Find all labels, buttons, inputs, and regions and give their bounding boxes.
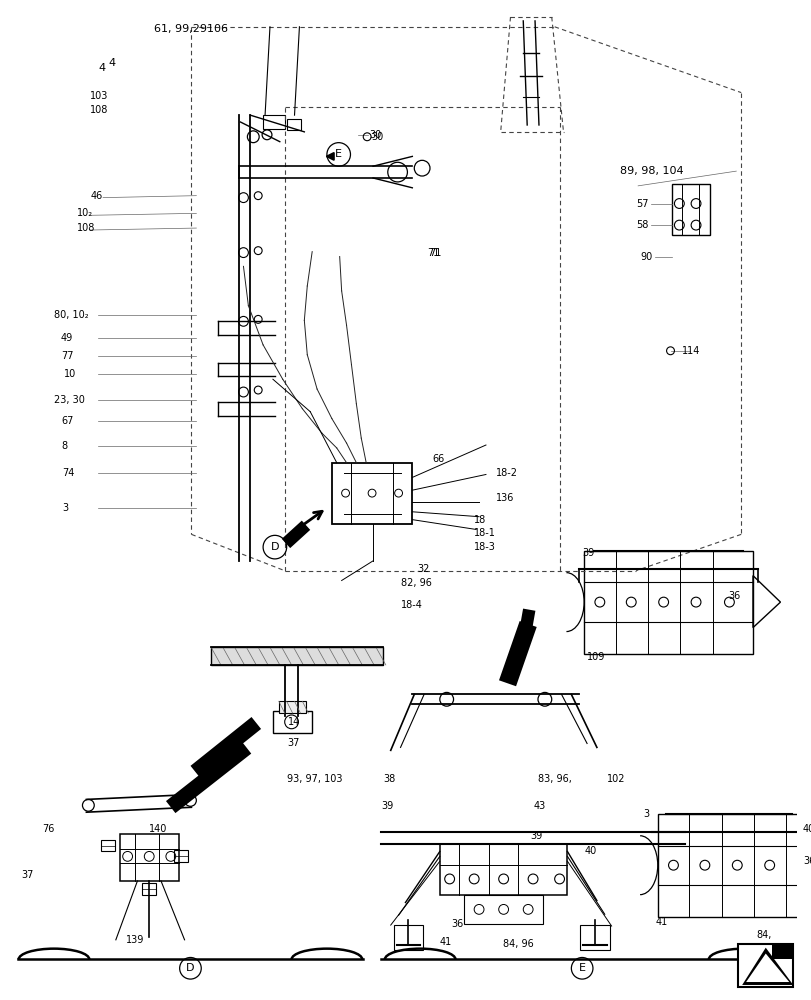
Text: 32: 32 [417,564,429,574]
Text: 10: 10 [64,369,76,379]
Text: 18-3: 18-3 [474,542,496,552]
Text: 3: 3 [642,809,648,819]
Text: 39: 39 [530,831,542,841]
Text: 66: 66 [431,454,444,464]
Text: 80, 10₂: 80, 10₂ [54,310,88,320]
Text: 46: 46 [90,191,102,201]
Text: 108: 108 [90,105,109,115]
Text: 49: 49 [61,333,73,343]
Text: 84, 96: 84, 96 [502,939,533,949]
Text: 83, 96,: 83, 96, [538,774,571,784]
Bar [142,883,156,895]
Text: 71: 71 [427,248,439,258]
Text: 18: 18 [474,515,486,525]
Text: 136: 136 [496,493,513,503]
Text: 109: 109 [586,652,605,662]
Text: D: D [186,963,195,973]
Bar [583,551,752,654]
Bar [211,647,383,665]
Bar [120,834,178,881]
Text: 67: 67 [62,416,74,426]
Text: 84,: 84, [755,930,770,940]
Bar [332,463,412,524]
Text: 36: 36 [727,591,740,601]
Text: 61, 99,29106: 61, 99,29106 [154,24,228,34]
Text: 90: 90 [639,252,651,262]
Text: 8: 8 [62,441,68,451]
Bar [770,944,792,959]
Bar [657,814,799,917]
Text: 18-2: 18-2 [496,468,517,478]
Text: BS04: BS04 [742,974,766,983]
Text: 71: 71 [428,248,441,258]
Text: 40: 40 [802,824,811,834]
Text: 36: 36 [451,919,463,929]
Text: 103: 103 [90,91,109,101]
Text: E: E [578,963,585,973]
Text: 30: 30 [371,132,383,142]
Text: 93, 97, 103: 93, 97, 103 [286,774,341,784]
Text: 30: 30 [369,130,381,140]
Text: 18-1: 18-1 [474,528,496,538]
Text: 77: 77 [61,351,73,361]
Text: 3: 3 [62,503,68,513]
Text: 57: 57 [635,199,648,209]
Bar [101,840,114,851]
Text: 4: 4 [98,63,105,73]
Text: 23, 30: 23, 30 [54,395,85,405]
Bar [580,925,609,950]
Text: 76: 76 [42,824,54,834]
Bar [263,115,285,129]
Text: E: E [335,149,341,159]
Text: 41: 41 [440,937,452,947]
Text: 37: 37 [22,870,34,880]
Text: 39: 39 [581,548,594,558]
Text: 89, 98, 104: 89, 98, 104 [620,166,683,176]
Text: D: D [270,542,279,552]
Text: 38: 38 [383,774,395,784]
Polygon shape [741,948,792,985]
Text: 18-4: 18-4 [400,600,422,610]
Text: 58: 58 [635,220,648,230]
Text: 43: 43 [532,801,545,811]
Polygon shape [745,954,788,982]
Bar [393,925,423,950]
Text: 41: 41 [655,917,667,927]
Text: 139: 139 [126,935,144,945]
Text: 82, 96: 82, 96 [400,578,431,588]
Bar [174,850,187,862]
Text: 39: 39 [380,801,393,811]
Text: 14: 14 [287,717,299,727]
Text: 40: 40 [583,846,595,856]
Bar [440,844,567,895]
Text: 140: 140 [149,824,167,834]
Text: 108: 108 [76,223,95,233]
Bar [278,701,306,713]
Text: 74: 74 [62,468,74,478]
Text: 37: 37 [287,738,299,748]
Text: 10₂: 10₂ [76,208,92,218]
Bar [464,895,543,924]
Text: 102: 102 [606,774,624,784]
Text: 114: 114 [681,346,700,356]
Bar [286,119,301,130]
Bar [737,944,792,987]
Text: 4: 4 [108,58,115,68]
Bar [272,711,311,733]
Text: 36: 36 [802,856,811,866]
Bar [672,184,709,235]
